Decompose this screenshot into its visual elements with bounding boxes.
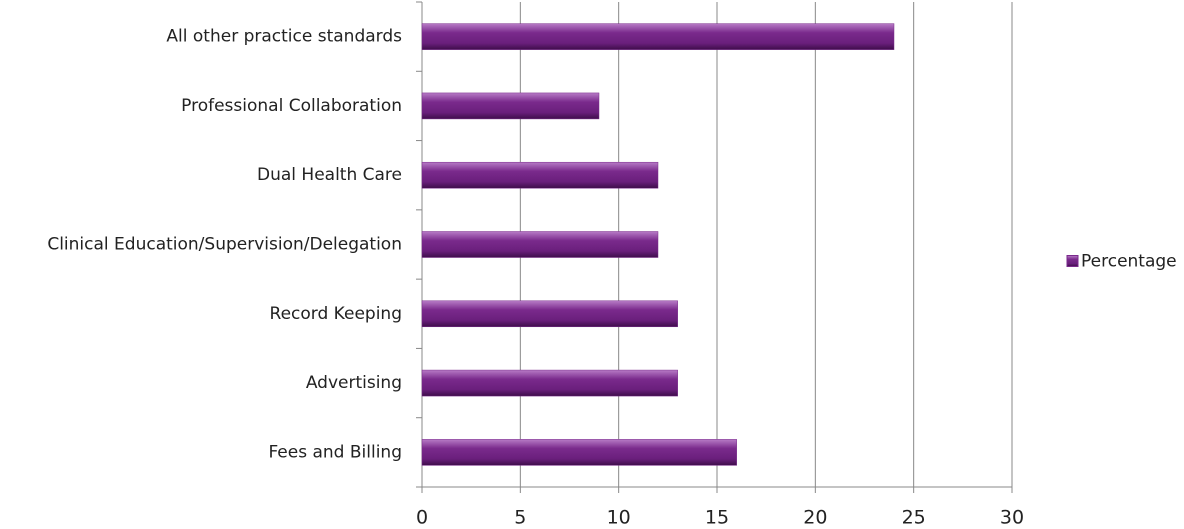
- bar: [421, 369, 678, 397]
- bar: [421, 231, 659, 258]
- y-tick-label: Clinical Education/Supervision/Delegatio…: [47, 235, 402, 255]
- x-tick-label: 30: [1000, 507, 1024, 529]
- y-tick-label: Record Keeping: [270, 304, 402, 324]
- x-tick-label: 0: [416, 507, 428, 529]
- x-tick-label: 25: [902, 507, 926, 529]
- y-tick-label: Fees and Billing: [268, 442, 402, 462]
- y-tick-label: Dual Health Care: [257, 165, 402, 185]
- y-tick-label: Professional Collaboration: [181, 96, 402, 116]
- bar: [421, 23, 895, 50]
- bar: [421, 439, 737, 466]
- x-tick-label: 20: [803, 507, 827, 529]
- bar: [421, 300, 678, 328]
- legend-swatch: [1066, 255, 1079, 267]
- x-tick-label: 10: [607, 507, 631, 529]
- x-tick-label: 15: [705, 507, 729, 529]
- x-tick-label: 5: [514, 507, 526, 529]
- y-tick-label: Advertising: [306, 373, 402, 393]
- legend-label: Percentage: [1081, 252, 1177, 272]
- y-tick-label: All other practice standards: [166, 27, 402, 47]
- bar: [421, 92, 600, 120]
- bar: [421, 161, 659, 189]
